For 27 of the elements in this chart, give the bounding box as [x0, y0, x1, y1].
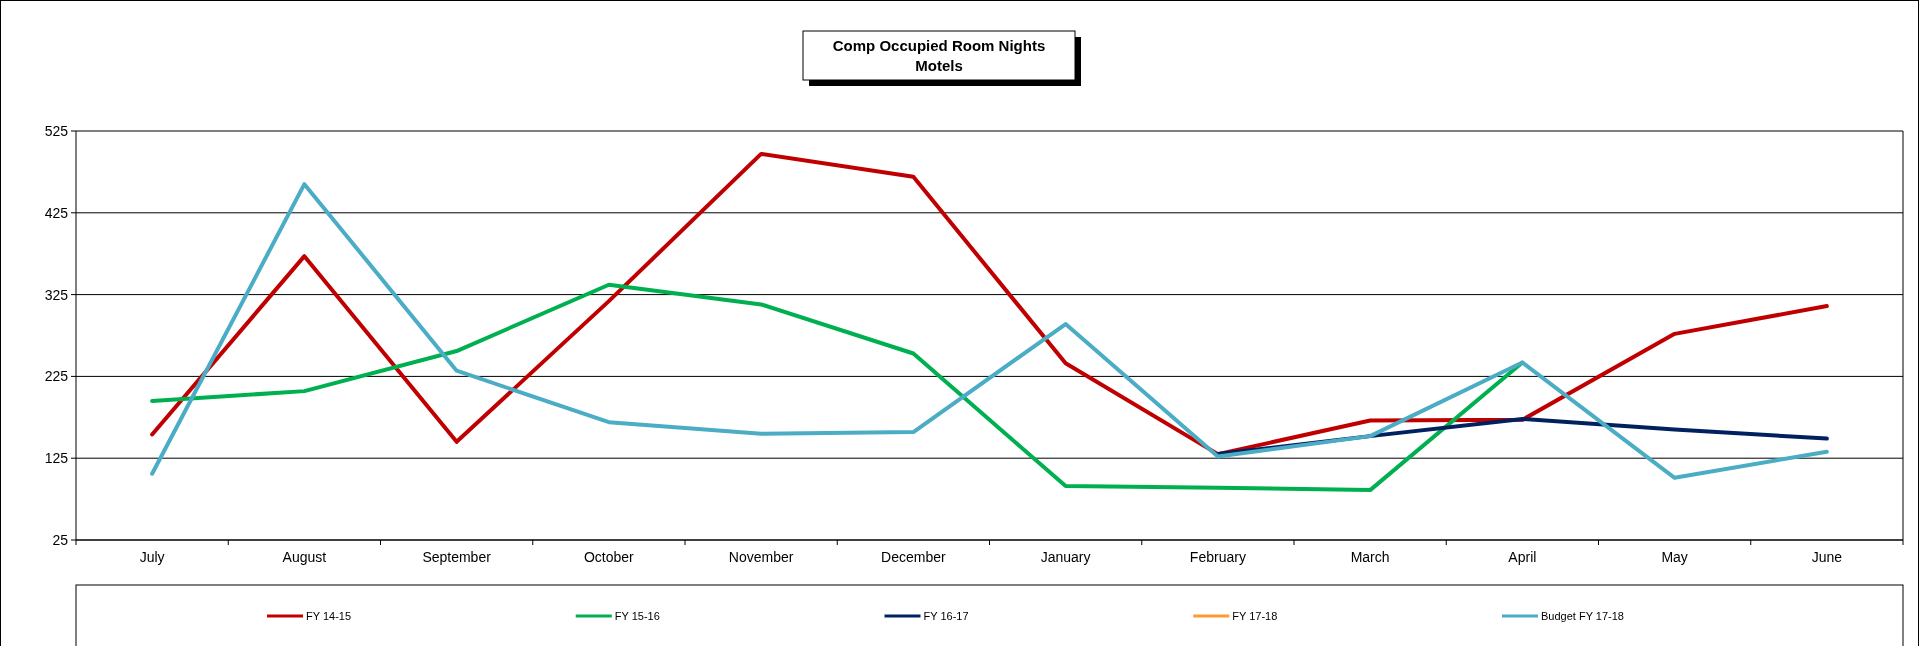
line-series: [150, 282, 1525, 493]
x-tick-label: February: [1189, 549, 1246, 565]
x-tick-label: November: [728, 549, 794, 565]
chart-subtitle: Motels: [915, 57, 963, 74]
legend-label: FY 17-18: [1232, 609, 1278, 622]
x-tick-label: October: [583, 549, 635, 565]
chart-title: Comp Occupied Room Nights: [832, 37, 1046, 54]
x-tick-label: December: [881, 549, 946, 565]
line-series: [150, 182, 1829, 480]
y-tick-label: 125: [44, 450, 69, 467]
x-tick-label: August: [282, 549, 327, 565]
y-tick-label: 225: [44, 368, 69, 385]
x-tick-label: May: [1661, 549, 1688, 565]
x-tick-label: April: [1508, 549, 1537, 565]
legend-label: FY 16-17: [923, 609, 969, 622]
x-tick-label: June: [1811, 549, 1843, 565]
y-tick-label: 25: [52, 531, 69, 548]
x-tick-label: March: [1350, 549, 1390, 565]
legend-label: FY 15-16: [614, 609, 660, 622]
legend-label: FY 14-15: [306, 609, 352, 622]
legend-label: Budget FY 17-18: [1541, 609, 1624, 622]
x-tick-label: July: [139, 549, 165, 565]
x-tick-label: September: [422, 549, 492, 565]
y-tick-label: 325: [44, 286, 69, 303]
x-tick-label: January: [1040, 549, 1091, 565]
y-tick-label: 425: [44, 204, 69, 221]
y-tick-label: 525: [44, 122, 69, 139]
